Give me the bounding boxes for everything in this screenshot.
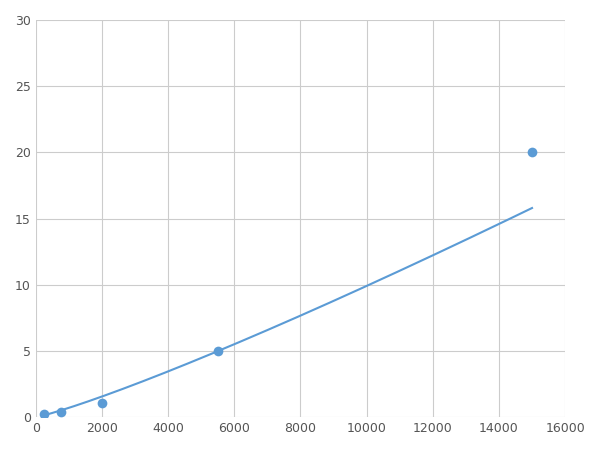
Point	[527, 149, 537, 156]
Point	[39, 411, 49, 418]
Point	[97, 399, 107, 406]
Point	[56, 408, 65, 415]
Point	[213, 347, 223, 355]
